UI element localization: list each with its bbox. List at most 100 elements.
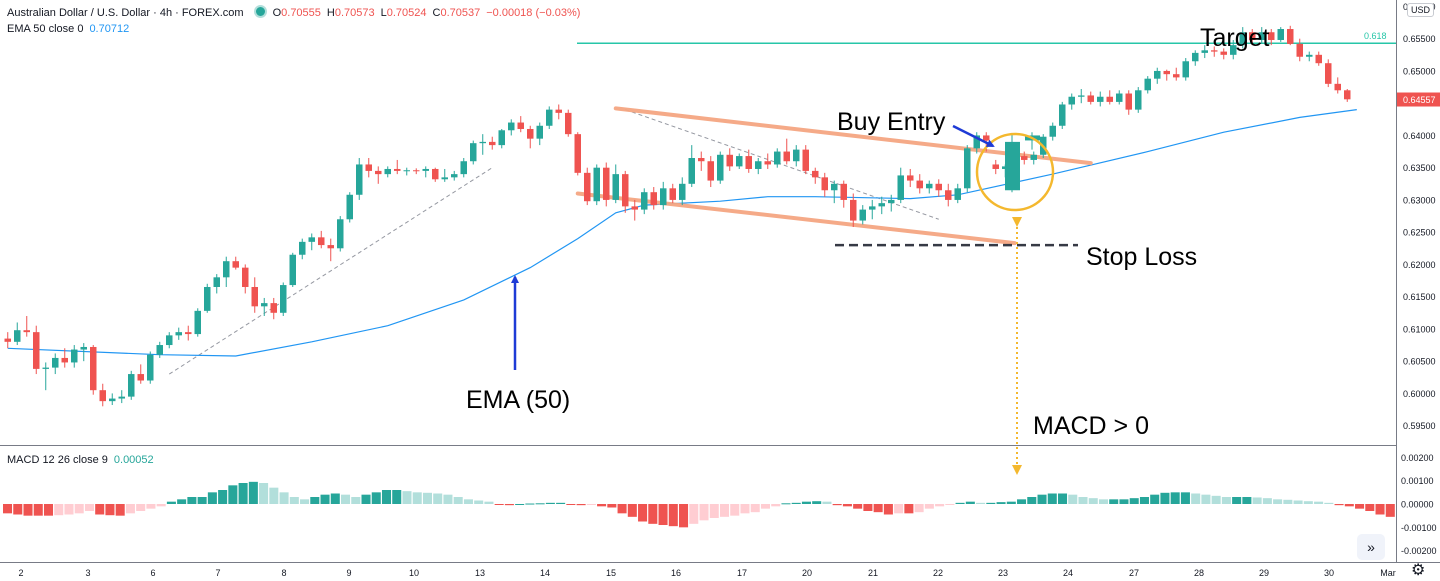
candle-body	[1087, 95, 1094, 102]
candle-body	[650, 192, 657, 206]
macd-bar	[300, 499, 310, 504]
macd-bar	[269, 487, 279, 504]
candle-body	[479, 141, 486, 144]
candle-body	[736, 156, 743, 167]
candle	[736, 153, 743, 169]
candle-body	[375, 170, 382, 175]
candle-body	[517, 122, 524, 129]
candle-body	[33, 332, 40, 369]
symbol-title[interactable]: Australian Dollar / U.S. Dollar · 4h · F…	[7, 7, 244, 19]
macd-bar	[1375, 504, 1385, 515]
candle-body	[204, 286, 211, 311]
ema-legend[interactable]: EMA 50 close 0 0.70712	[7, 23, 135, 35]
macd-bar	[750, 504, 760, 513]
macd-tick-label: -0.00200	[1401, 546, 1437, 556]
macd-bar	[638, 504, 648, 522]
scroll-to-realtime-button[interactable]: »	[1357, 534, 1385, 560]
candle	[584, 167, 591, 206]
buy-entry-circle	[975, 132, 1055, 212]
candle-body	[71, 349, 78, 363]
candle	[840, 180, 847, 208]
candle-body	[945, 190, 952, 200]
candle	[717, 151, 724, 184]
macd-bar	[914, 504, 924, 513]
macd-bar	[904, 504, 914, 514]
time-tick-label: 17	[737, 568, 747, 578]
candle-body	[1239, 32, 1246, 46]
macd-tick-label: 0.00000	[1401, 500, 1434, 510]
drawings: 0.618	[7, 31, 1396, 375]
candle-body	[422, 168, 429, 171]
candle	[242, 264, 249, 294]
candle	[555, 104, 562, 120]
candle	[973, 132, 980, 154]
candle	[897, 167, 904, 204]
macd-bar	[566, 504, 576, 505]
candle	[375, 166, 382, 184]
candle	[137, 364, 144, 384]
ema50-line	[7, 109, 1357, 357]
candle	[907, 168, 914, 188]
candle-body	[1315, 54, 1322, 64]
candle	[232, 256, 239, 270]
time-tick-label: 23	[998, 568, 1008, 578]
macd-bar	[136, 504, 146, 511]
macd-bar	[54, 504, 64, 516]
candle-body	[270, 303, 277, 313]
candle	[470, 140, 477, 165]
macd-bar	[1242, 497, 1252, 504]
macd-bar	[709, 504, 719, 518]
macd-bar	[310, 497, 320, 504]
macd-bar	[894, 504, 904, 514]
time-tick-label: 6	[150, 568, 155, 578]
macd-bar	[668, 504, 678, 527]
candle-body	[717, 154, 724, 181]
candle-body	[99, 390, 106, 402]
ema-value: 0.70712	[89, 23, 130, 35]
candle	[261, 297, 268, 317]
candle	[546, 106, 553, 129]
candle	[517, 116, 524, 133]
ema-annotation: EMA (50)	[466, 386, 571, 414]
candle-body	[498, 130, 505, 146]
candle	[1154, 67, 1161, 84]
settings-gear-icon[interactable]: ⚙	[1411, 562, 1426, 579]
macd-bar	[699, 504, 709, 521]
macd-bar	[935, 504, 945, 507]
candle	[1344, 89, 1351, 102]
candle	[593, 164, 600, 206]
time-tick-label: 16	[671, 568, 681, 578]
candle	[1049, 122, 1056, 141]
macd-bar	[648, 504, 658, 524]
macd-bar	[1232, 497, 1242, 504]
macd-legend[interactable]: MACD 12 26 close 9 0.00052	[7, 454, 160, 466]
time-tick-label: 22	[933, 568, 943, 578]
macd-bar	[402, 491, 412, 504]
candle	[479, 134, 486, 155]
candle	[802, 145, 809, 175]
macd-bar	[515, 504, 525, 505]
candle-body	[337, 219, 344, 249]
candle	[270, 297, 277, 320]
candle	[251, 277, 258, 313]
macd-bar	[1037, 494, 1047, 504]
macd-bar	[853, 504, 863, 509]
candle-body	[1325, 63, 1332, 84]
currency-badge[interactable]: USD	[1407, 3, 1435, 17]
candle	[1211, 46, 1218, 57]
candle-body	[793, 149, 800, 162]
candle-body	[489, 141, 496, 146]
candle	[660, 181, 667, 210]
candle-body	[1005, 141, 1020, 191]
macd-bar	[381, 490, 392, 504]
macd-bar	[259, 483, 269, 504]
candle	[52, 353, 59, 375]
candle	[365, 158, 372, 178]
macd-bar	[1150, 494, 1160, 504]
macd-bar	[965, 501, 975, 504]
candle-body	[707, 161, 714, 181]
time-tick-label: 24	[1063, 568, 1073, 578]
candle	[935, 179, 942, 197]
candle	[603, 162, 610, 207]
